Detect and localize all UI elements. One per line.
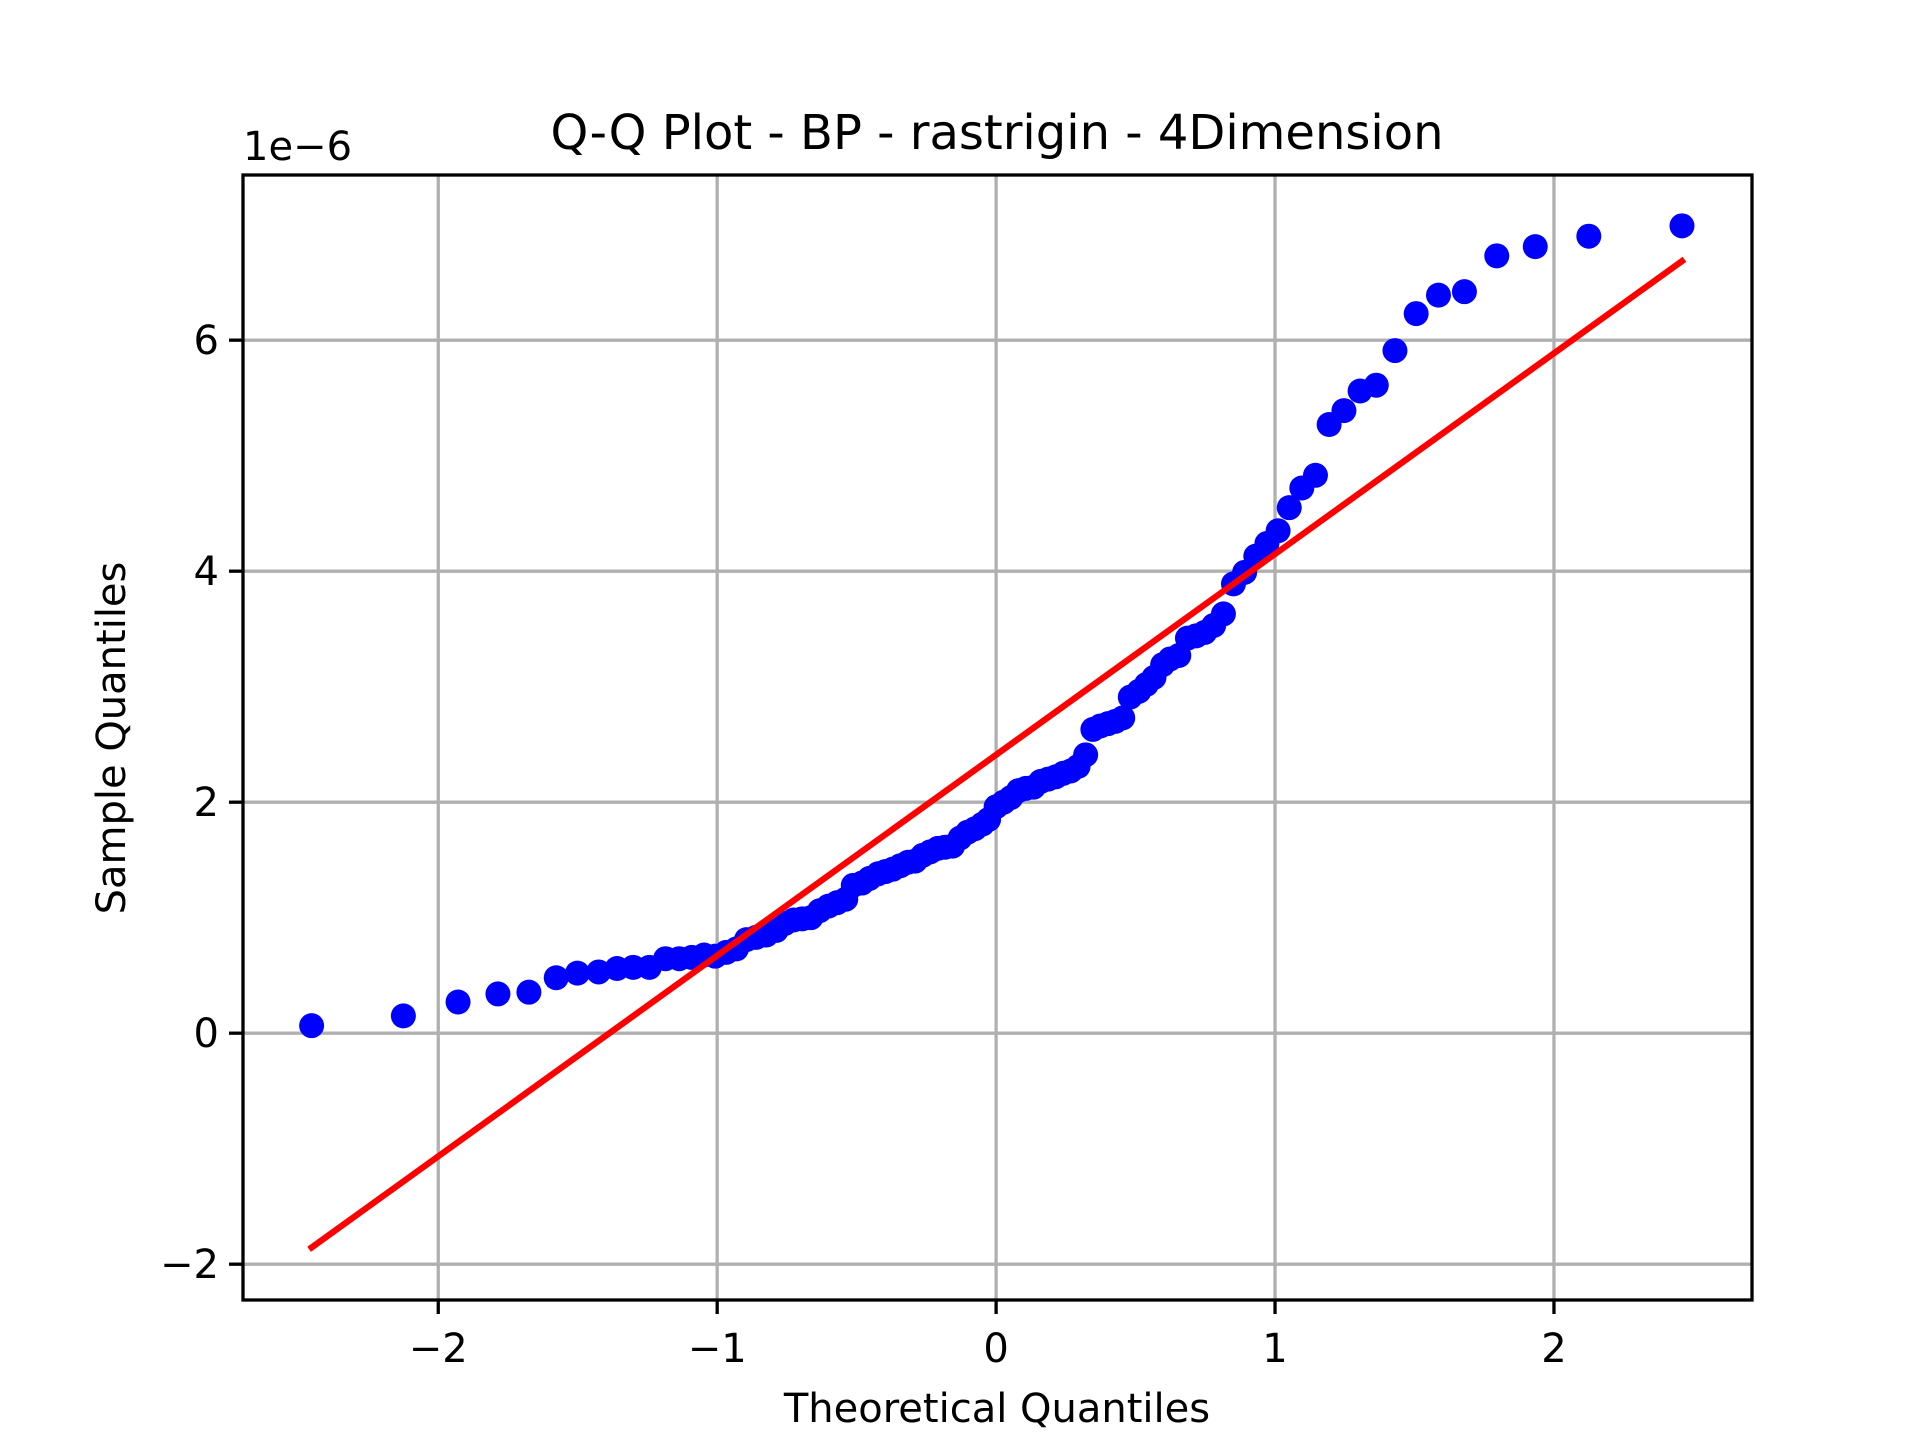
point <box>543 965 569 991</box>
point <box>390 1003 416 1029</box>
point <box>1669 213 1695 239</box>
point <box>1576 223 1602 249</box>
chart-title: Q-Q Plot - BP - rastrigin - 4Dimension <box>550 105 1443 161</box>
point <box>1073 742 1099 768</box>
point <box>1363 372 1389 398</box>
y-tick-label: 2 <box>194 780 219 826</box>
y-offset-label: 1e−6 <box>243 124 352 170</box>
y-tick-label: 6 <box>194 318 219 364</box>
y-tick-label: −2 <box>160 1242 219 1288</box>
point <box>1110 705 1136 731</box>
x-tick-label: −1 <box>688 1326 747 1372</box>
point <box>1403 301 1429 327</box>
point <box>1331 398 1357 424</box>
point <box>1276 495 1302 521</box>
x-tick-label: 1 <box>1262 1326 1287 1372</box>
point <box>1302 462 1328 488</box>
x-tick-label: 2 <box>1541 1326 1566 1372</box>
point <box>1425 282 1451 308</box>
point <box>485 981 511 1007</box>
reference-line <box>307 256 1687 1252</box>
y-tick-label: 0 <box>194 1011 219 1057</box>
point <box>1522 234 1548 260</box>
x-axis-label: Theoretical Quantiles <box>783 1386 1210 1432</box>
point <box>1382 338 1408 364</box>
point <box>1265 518 1291 544</box>
point <box>1484 243 1510 269</box>
point <box>564 960 590 986</box>
y-tick-label: 4 <box>194 549 219 595</box>
y-axis-label: Sample Quantiles <box>89 562 135 915</box>
point <box>299 1013 325 1039</box>
x-tick-label: 0 <box>983 1326 1008 1372</box>
point <box>1210 601 1236 627</box>
point <box>445 989 471 1015</box>
point <box>516 979 542 1005</box>
x-tick-label: −2 <box>409 1326 468 1372</box>
axes-frame <box>241 173 1754 1302</box>
point <box>1451 279 1477 305</box>
